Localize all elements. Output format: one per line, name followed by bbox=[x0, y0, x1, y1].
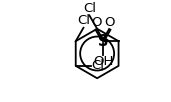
Text: Cl: Cl bbox=[83, 2, 96, 15]
Text: OH: OH bbox=[93, 55, 113, 68]
Text: S: S bbox=[98, 34, 108, 49]
Text: O: O bbox=[91, 16, 102, 29]
Text: O: O bbox=[105, 16, 115, 29]
Text: Cl: Cl bbox=[92, 59, 105, 72]
Text: Cl: Cl bbox=[77, 14, 90, 27]
